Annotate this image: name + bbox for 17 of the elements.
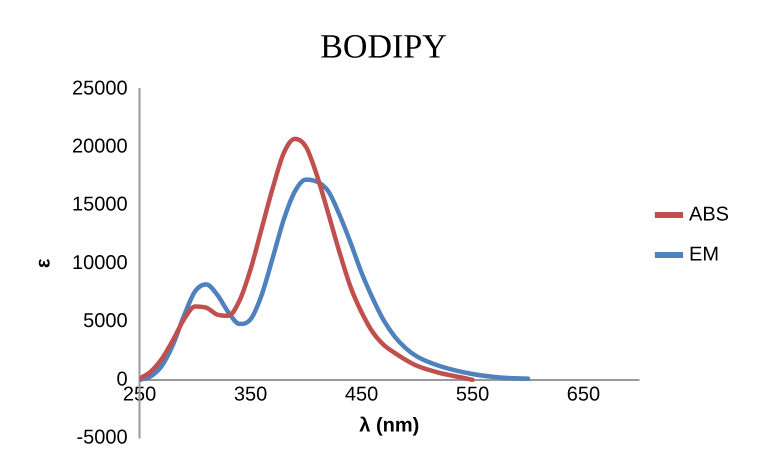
y-tick-label: 15000 <box>72 194 128 216</box>
y-tick-label: 5000 <box>83 310 128 332</box>
legend-label: EM <box>688 244 719 266</box>
y-tick-label: 10000 <box>72 252 128 274</box>
line-series <box>140 136 475 382</box>
x-tick-label: 650 <box>566 383 600 406</box>
y-tick-label: 20000 <box>72 136 128 158</box>
line-series <box>140 177 530 382</box>
x-tick-label: 550 <box>456 383 490 406</box>
y-tick-label: 25000 <box>72 77 128 100</box>
x-tick-label: 450 <box>344 383 378 406</box>
chart-title: BODIPY <box>320 28 447 66</box>
x-tick-label: 350 <box>234 383 268 406</box>
legend-label: ABS <box>688 204 730 226</box>
x-axis-title: λ (nm) <box>359 414 420 436</box>
y-tick-label: -5000 <box>76 426 128 449</box>
y-axis-title: ε <box>32 258 55 268</box>
